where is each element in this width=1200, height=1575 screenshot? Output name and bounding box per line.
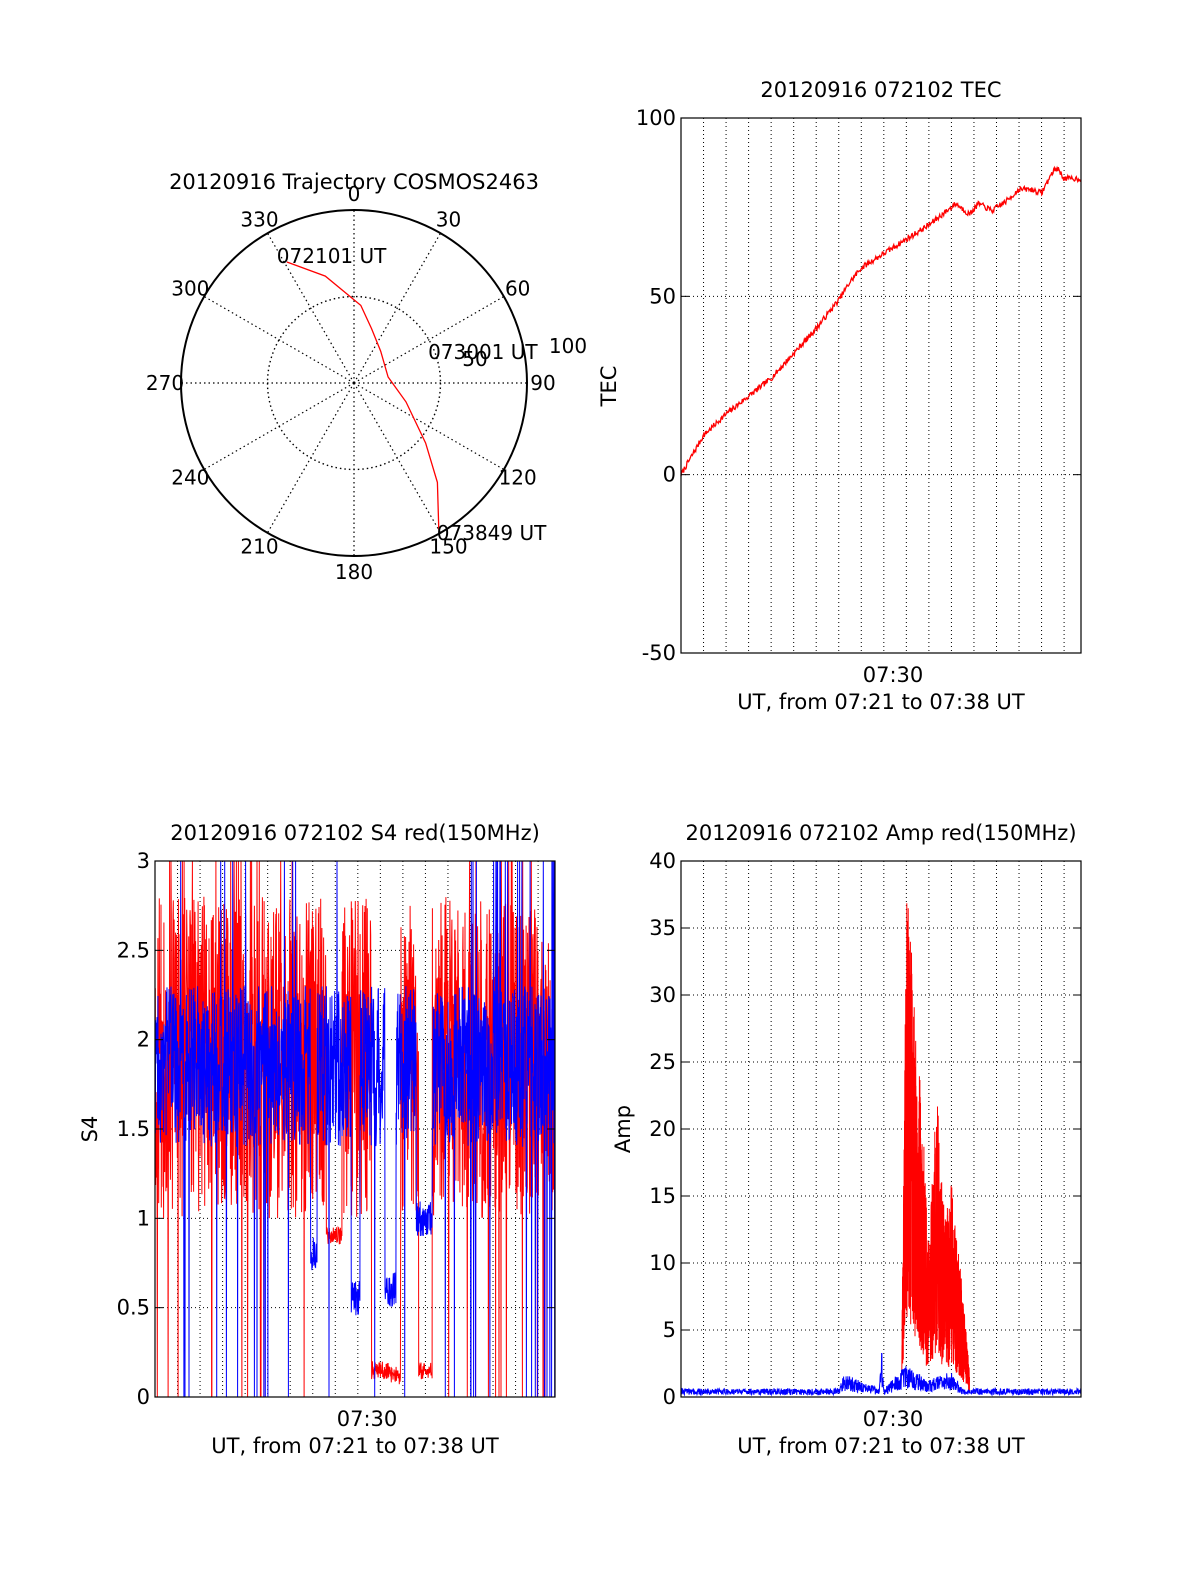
amp-ytick-label: 15 [649,1184,676,1208]
amp-ytick-label: 0 [663,1385,676,1409]
amp-chart: 20120916 072102 Amp red(150MHz) 40 35 30 25… [611,821,1082,1458]
s4-ytick-label: 0.5 [117,1296,150,1320]
amp-blue-series-line [680,1353,1082,1397]
s4-ytick-label: 1 [137,1206,150,1230]
trajectory-polar-chart: 20120916 Trajectory COSMOS2463 0 30 60 90 12… [146,170,587,584]
polar-annotations: 072101 UT 073001 UT 073849 UT [277,244,547,545]
tec-ytick-label: 100 [636,106,676,130]
polar-angle-label: 0 [348,182,361,206]
polar-angle-label: 60 [505,277,530,301]
amp-ytick-label: 10 [649,1251,676,1275]
polar-angle-label: 150 [429,535,467,559]
polar-angle-label: 330 [240,207,278,231]
s4-ylabel: S4 [78,1116,102,1143]
amp-ytick-label: 35 [649,916,676,940]
polar-title: 20120916 Trajectory COSMOS2463 [169,170,539,194]
s4-ytick-label: 1.5 [117,1117,150,1141]
polar-outer-circle [180,209,528,557]
polar-radial-label-100: 100 [549,334,587,358]
tec-ytick-label: 0 [663,463,676,487]
s4-blue-series-line [154,860,556,1398]
amp-title: 20120916 072102 Amp red(150MHz) [685,821,1076,845]
amp-ytick-label: 5 [663,1318,676,1342]
polar-angle-label: 210 [240,535,278,559]
polar-angle-label: 120 [499,466,537,490]
s4-xtick-label: 07:30 [337,1407,398,1431]
polar-spoke [266,232,355,384]
amp-y-ticks: 40 35 30 25 20 15 10 5 0 [649,849,1081,1409]
amp-ylabel: Amp [611,1105,635,1153]
s4-ytick-label: 2 [137,1028,150,1052]
s4-ytick-label: 0 [137,1385,150,1409]
tec-series-line [680,165,1082,477]
s4-ytick-label: 3 [137,849,150,873]
polar-angle-label: 180 [335,560,373,584]
polar-angle-label: 300 [171,277,209,301]
s4-chart: 20120916 072102 S4 red(150MHz) 3 2.5 2 1.5 1… [78,821,556,1458]
polar-angle-label: 240 [171,466,209,490]
polar-angle-label: 30 [436,207,461,231]
amp-grid [681,861,1081,1397]
s4-xlabel: UT, from 07:21 to 07:38 UT [211,1434,499,1458]
s4-title: 20120916 072102 S4 red(150MHz) [170,821,540,845]
polar-annotation: 072101 UT [277,244,387,268]
tec-title: 20120916 072102 TEC [760,78,1001,102]
tec-ylabel: TEC [597,366,621,408]
amp-ytick-label: 40 [649,849,676,873]
amp-ytick-label: 25 [649,1050,676,1074]
polar-spoke [203,295,355,384]
polar-ring-50 [266,295,442,471]
amp-xtick-label: 07:30 [863,1407,924,1431]
polar-spoke [353,232,442,384]
amp-ytick-label: 20 [649,1117,676,1141]
s4-red-series-line [154,860,556,1398]
polar-angle-label: 90 [530,371,555,395]
polar-spoke [353,295,505,384]
polar-angle-labels: 0 30 60 90 120 150 180 210 240 270 300 330 [146,182,556,584]
amp-xlabel: UT, from 07:21 to 07:38 UT [737,1434,1025,1458]
polar-grid [181,210,527,556]
tec-plot-frame [680,117,1082,654]
tec-y-ticks: 100 50 0 -50 [636,106,1081,665]
amp-ytick-label: 30 [649,983,676,1007]
amp-red-series-line [901,903,970,1392]
tec-xtick-label: 07:30 [863,663,924,687]
tec-ytick-label: -50 [642,641,676,665]
s4-y-ticks: 3 2.5 2 1.5 1 0.5 0 [117,849,555,1409]
polar-annotation: 073849 UT [437,521,547,545]
tec-xlabel: UT, from 07:21 to 07:38 UT [737,690,1025,714]
s4-ytick-label: 2.5 [117,938,150,962]
tec-grid [681,118,1081,653]
polar-radial-label-50: 50 [462,347,487,371]
polar-angle-label: 270 [146,371,184,395]
polar-annotation: 073001 UT [428,340,538,364]
tec-ytick-label: 50 [649,284,676,308]
polar-trajectory-line [286,261,440,530]
